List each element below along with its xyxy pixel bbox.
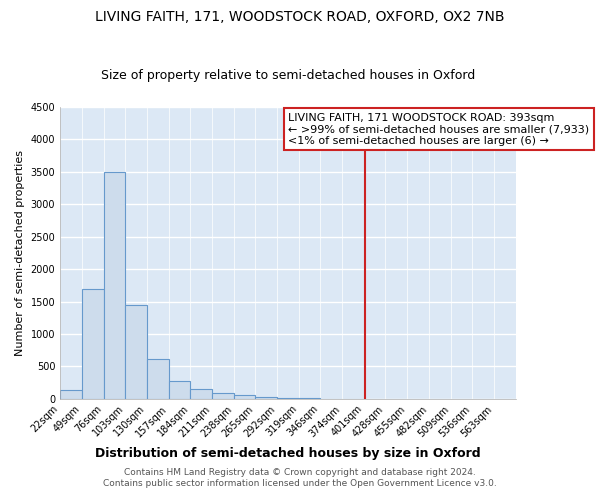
Bar (212, 393, 233, 399)
Text: LIVING FAITH, 171, WOODSTOCK ROAD, OXFORD, OX2 7NB: LIVING FAITH, 171, WOODSTOCK ROAD, OXFOR… (95, 10, 505, 24)
Text: Contains HM Land Registry data © Crown copyright and database right 2024.
Contai: Contains HM Land Registry data © Crown c… (103, 468, 497, 487)
Bar (299, 398, 320, 399)
Bar (277, 398, 299, 399)
Bar (60, 390, 82, 399)
Bar (233, 396, 256, 399)
X-axis label: Distribution of semi-detached houses by size in Oxford: Distribution of semi-detached houses by … (95, 447, 481, 460)
Bar (125, 306, 147, 399)
Bar (147, 358, 169, 399)
Bar (169, 382, 190, 399)
Text: LIVING FAITH, 171 WOODSTOCK ROAD: 393sqm
← >99% of semi-detached houses are smal: LIVING FAITH, 171 WOODSTOCK ROAD: 393sqm… (288, 112, 589, 146)
Bar (82, 288, 104, 399)
Bar (104, 172, 125, 399)
Title: Size of property relative to semi-detached houses in Oxford: Size of property relative to semi-detach… (101, 69, 475, 82)
Bar (190, 389, 212, 399)
Y-axis label: Number of semi-detached properties: Number of semi-detached properties (15, 150, 25, 356)
Bar (256, 397, 277, 399)
